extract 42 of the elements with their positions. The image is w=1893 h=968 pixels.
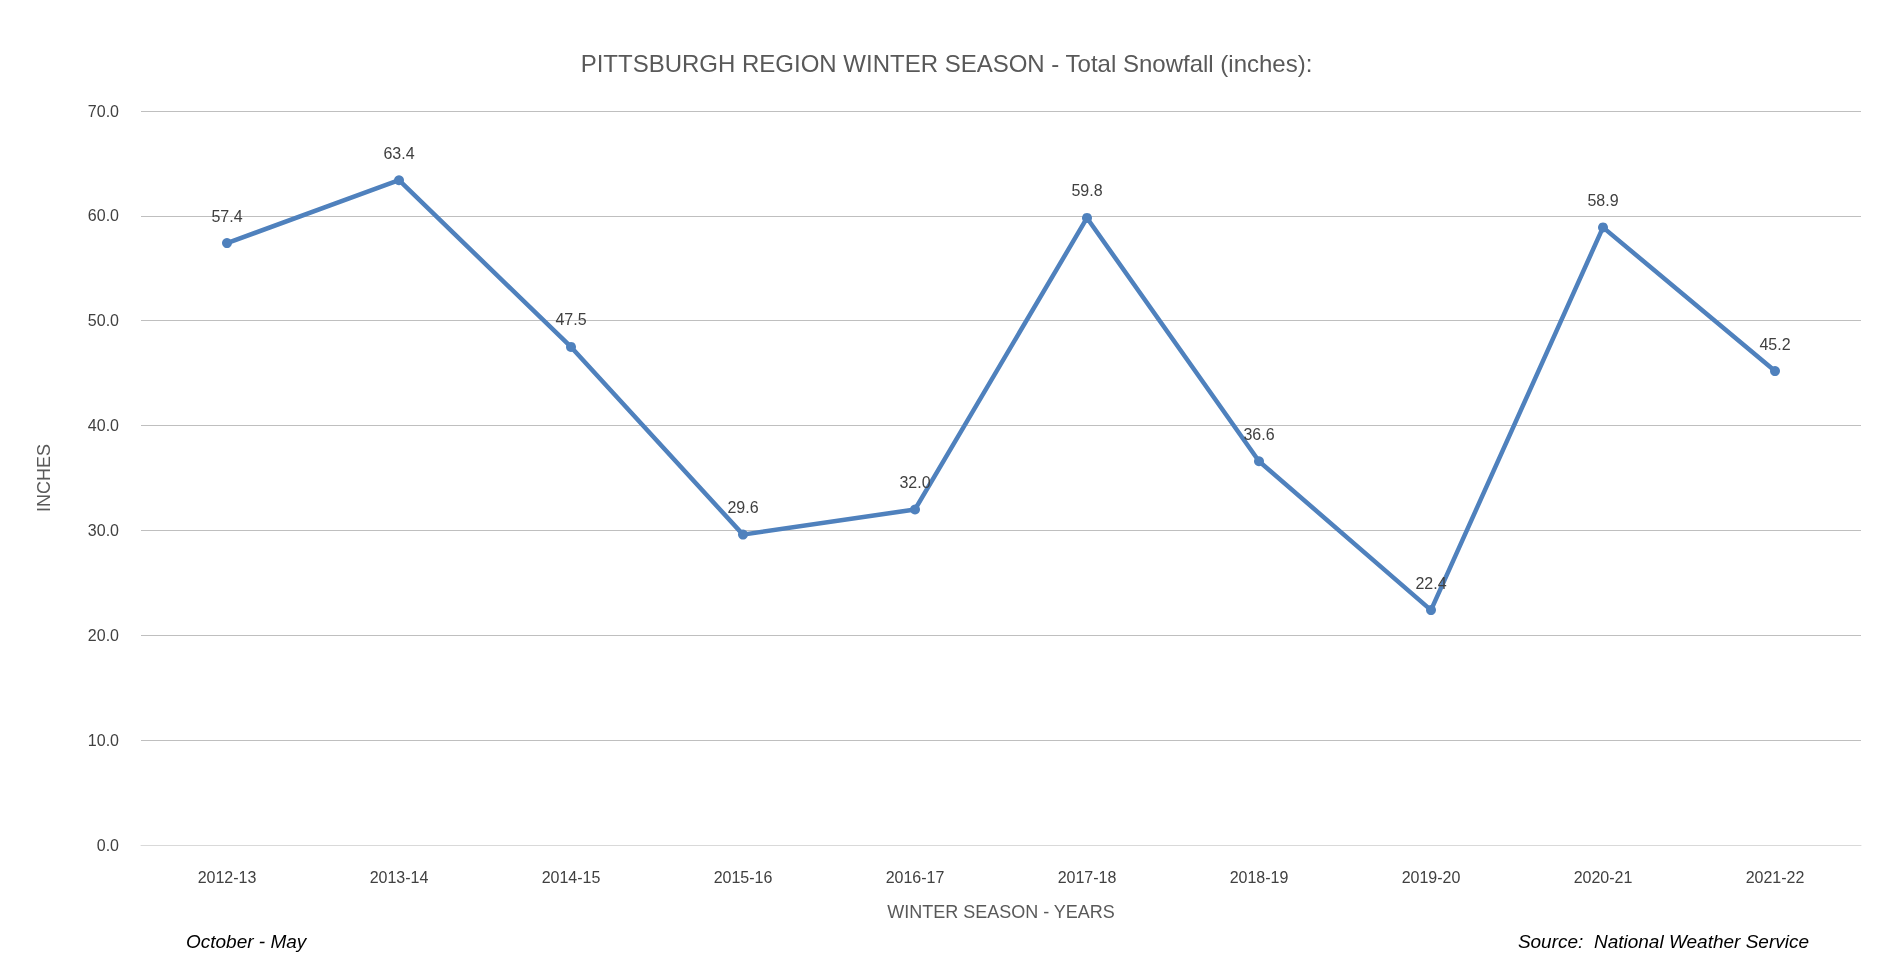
point [910, 504, 920, 515]
point [1426, 605, 1436, 616]
data-label: 36.6 [1243, 425, 1275, 443]
y-tick-label: 20.0 [87, 626, 120, 644]
point [394, 175, 404, 186]
y-tick-label: 70.0 [87, 102, 120, 120]
point [1254, 456, 1264, 467]
y-tick-label: 40.0 [87, 417, 120, 435]
y-tick-label: 0.0 [96, 836, 120, 854]
y-tick-label: 60.0 [87, 207, 120, 225]
data-label: 32.0 [899, 473, 931, 491]
y-tick-label: 50.0 [87, 312, 120, 330]
x-tick-label: 2015-16 [713, 868, 773, 886]
x-tick-label: 2012-13 [197, 868, 257, 886]
data-label: 63.4 [383, 144, 415, 162]
source-note: Source: National Weather Service [1517, 931, 1809, 952]
data-label: 29.6 [727, 499, 759, 517]
data-label: 45.2 [1759, 335, 1791, 353]
data-label: 59.8 [1071, 182, 1103, 200]
point [566, 341, 576, 352]
chart-title: PITTSBURGH REGION WINTER SEASON - Total Snowfall (inches): [580, 49, 1313, 77]
x-tick-label: 2014-15 [541, 868, 601, 886]
x-tick-label: 2013-14 [369, 868, 429, 886]
point [1770, 366, 1780, 377]
data-label: 57.4 [211, 207, 243, 225]
x-tick-label: 2017-18 [1057, 868, 1117, 886]
point [738, 529, 748, 540]
point [1598, 222, 1608, 233]
data-label: 47.5 [555, 311, 587, 329]
y-tick-label: 10.0 [87, 731, 120, 749]
y-axis-title: INCHES [34, 443, 54, 513]
x-tick-label: 2018-19 [1229, 868, 1289, 886]
point [1082, 212, 1092, 223]
x-tick-label: 2021-22 [1745, 868, 1805, 886]
x-tick-label: 2020-21 [1573, 868, 1633, 886]
text: October - May [186, 931, 308, 952]
y-tick-label: 30.0 [87, 521, 120, 539]
x-tick-label: 2016-17 [885, 868, 945, 886]
data-label: 58.9 [1587, 191, 1619, 209]
x-axis-title: WINTER SEASON - YEARS [887, 902, 1115, 922]
x-tick-label: 2019-20 [1401, 868, 1461, 886]
point [222, 238, 232, 249]
